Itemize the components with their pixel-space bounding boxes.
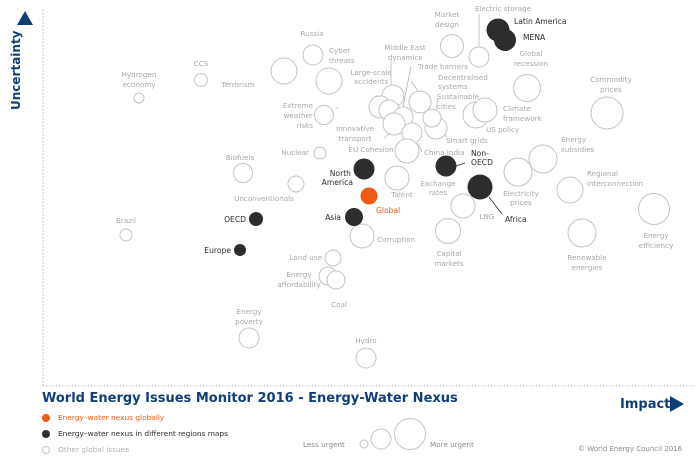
svg-text:Trade barriers: Trade barriers [417, 62, 468, 71]
svg-text:Decentralised: Decentralised [438, 73, 488, 82]
svg-text:Large-scale: Large-scale [350, 68, 392, 77]
svg-text:Non-: Non- [471, 149, 489, 158]
svg-text:poverty: poverty [235, 317, 263, 326]
chart-title: World Energy Issues Monitor 2016 - Energ… [42, 391, 458, 406]
legend-label: Energy–water nexus globally [58, 413, 165, 422]
svg-text:Electricity: Electricity [503, 189, 539, 198]
issue-labels: Hydrogen economy CCS Terrorism Russia Cy… [116, 4, 674, 345]
svg-text:efficiency: efficiency [639, 241, 674, 250]
svg-text:subsidies: subsidies [561, 145, 595, 154]
svg-text:Terrorism: Terrorism [220, 80, 254, 89]
svg-text:Coal: Coal [331, 300, 347, 309]
legend-label: Other global issues [58, 445, 130, 454]
svg-text:recession: recession [514, 59, 548, 68]
svg-text:Asia: Asia [325, 213, 341, 222]
svg-text:Regional: Regional [587, 169, 618, 178]
less-urgent-label: Less urgent [303, 440, 345, 449]
svg-text:Cyber: Cyber [329, 46, 350, 55]
svg-text:Talent: Talent [390, 190, 413, 199]
global-bubble [360, 187, 378, 205]
svg-text:OECD: OECD [471, 158, 493, 167]
svg-text:Energy: Energy [236, 307, 262, 316]
svg-text:transport: transport [338, 134, 371, 143]
svg-text:Innovative: Innovative [336, 124, 374, 133]
svg-text:Latin America: Latin America [514, 17, 567, 26]
svg-text:Hydro: Hydro [355, 336, 376, 345]
svg-text:OECD: OECD [224, 215, 246, 224]
svg-text:US policy: US policy [486, 125, 520, 134]
more-urgent-label: More urgent [430, 440, 474, 449]
svg-text:Market: Market [435, 10, 460, 19]
dark-dot-icon [42, 429, 50, 438]
svg-text:weather: weather [284, 111, 314, 120]
svg-text:Unconventionals: Unconventionals [234, 194, 294, 203]
svg-text:Land use: Land use [289, 253, 322, 262]
svg-text:accidents: accidents [354, 77, 389, 86]
svg-text:Global: Global [376, 206, 400, 215]
copyright: © World Energy Council 2016 [578, 445, 683, 453]
svg-text:threats: threats [329, 56, 355, 65]
svg-text:Smart grids: Smart grids [446, 136, 488, 145]
svg-text:Nuclear: Nuclear [281, 148, 309, 157]
svg-text:energies: energies [572, 263, 603, 272]
y-axis-arrow-icon [17, 11, 33, 25]
empty-circle-icon [42, 445, 50, 454]
svg-text:economy: economy [123, 80, 157, 89]
legend-item-global: Energy–water nexus globally [42, 413, 164, 422]
svg-text:America: America [322, 178, 353, 187]
svg-text:Biofuels: Biofuels [226, 153, 255, 162]
size-legend-circles [359, 418, 426, 450]
svg-text:interconnection: interconnection [587, 179, 643, 188]
svg-text:risks: risks [296, 121, 313, 130]
svg-text:Electric storage: Electric storage [475, 4, 532, 13]
x-axis-label: Impact [620, 397, 671, 412]
x-axis-arrow-icon [670, 396, 684, 412]
svg-text:Brazil: Brazil [116, 216, 136, 225]
orange-dot-icon [42, 413, 50, 422]
svg-text:framework: framework [503, 114, 543, 123]
region-labels: Latin America MENA North America Non- OE… [204, 17, 566, 255]
svg-text:Sustainable: Sustainable [437, 92, 480, 101]
svg-text:Africa: Africa [505, 215, 527, 224]
svg-text:CCS: CCS [194, 59, 209, 68]
svg-text:Corruption: Corruption [377, 235, 415, 244]
svg-text:Russia: Russia [300, 29, 323, 38]
svg-text:design: design [435, 20, 459, 29]
svg-text:MENA: MENA [523, 33, 546, 42]
svg-text:Energy: Energy [643, 231, 669, 240]
leader-lines [336, 14, 503, 215]
svg-text:Extreme: Extreme [283, 101, 314, 110]
legend-item-other: Other global issues [42, 445, 129, 454]
svg-text:Exchange: Exchange [420, 179, 456, 188]
svg-text:cities: cities [437, 102, 456, 111]
svg-text:markets: markets [434, 259, 464, 268]
svg-text:Commodity: Commodity [590, 75, 632, 84]
legend-label: Energy–water nexus in different regions … [58, 429, 229, 438]
svg-text:LNG: LNG [480, 212, 495, 221]
svg-text:Global: Global [520, 49, 543, 58]
svg-text:prices: prices [510, 198, 532, 207]
svg-text:Climate: Climate [503, 104, 531, 113]
other-issues [119, 34, 670, 369]
svg-text:Europe: Europe [204, 246, 231, 255]
svg-text:North: North [330, 169, 351, 178]
svg-text:Middle East: Middle East [384, 43, 426, 52]
y-axis-label: Uncertainty [9, 30, 23, 110]
svg-text:China India: China India [424, 148, 464, 157]
svg-text:dynamics: dynamics [388, 53, 423, 62]
svg-text:Hydrogen: Hydrogen [122, 70, 157, 79]
svg-text:Renewable: Renewable [567, 253, 607, 262]
svg-text:systems: systems [438, 82, 468, 91]
svg-text:Energy: Energy [286, 270, 312, 279]
svg-text:affordability: affordability [277, 280, 321, 289]
svg-text:Capital: Capital [436, 249, 461, 258]
svg-text:Energy: Energy [561, 135, 587, 144]
svg-text:rates: rates [429, 188, 448, 197]
svg-text:prices: prices [600, 85, 622, 94]
region-issues [234, 18, 516, 256]
legend-item-region: Energy–water nexus in different regions … [42, 429, 228, 438]
svg-text:EU Cohesion: EU Cohesion [348, 145, 393, 154]
